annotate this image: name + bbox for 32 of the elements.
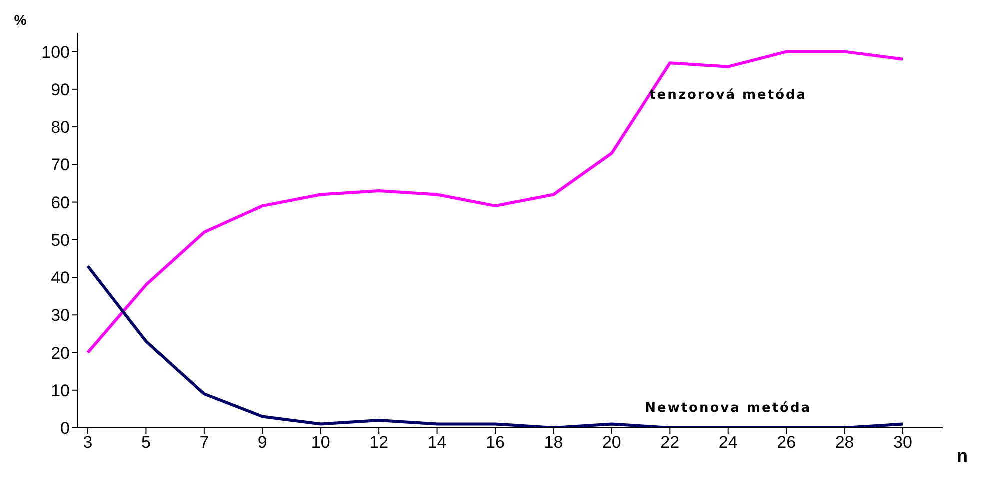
x-tick-label: 7 [200, 433, 210, 452]
y-tick-label: 70 [51, 156, 70, 175]
x-tick-label: 24 [718, 433, 738, 452]
y-tick-label: 60 [51, 193, 70, 212]
x-tick-label: 12 [370, 433, 389, 452]
series-label: tenzorová metóda [650, 88, 808, 103]
x-tick-label: 28 [835, 433, 854, 452]
x-tick-label: 10 [311, 433, 330, 452]
line-series [86, 50, 904, 354]
series-label: Newtonova metóda [645, 401, 812, 416]
x-tick-label: 9 [258, 433, 268, 452]
x-tick-label: 22 [660, 433, 680, 452]
line-series [86, 264, 904, 428]
x-tick-label: 30 [894, 433, 912, 452]
y-tick-label: 40 [51, 268, 70, 288]
x-tick-label: 3 [83, 433, 93, 452]
x-tick-label: 20 [602, 433, 622, 452]
x-axis-title: n [957, 446, 968, 466]
y-tick-label: 10 [51, 381, 70, 400]
y-tick-label: 0 [60, 419, 70, 438]
y-tick-label: 50 [51, 230, 70, 250]
x-tick-label: 26 [777, 433, 796, 452]
y-tick-label: 100 [42, 42, 70, 62]
y-tick-label: 30 [51, 306, 70, 326]
y-tick-label: 90 [51, 80, 70, 100]
x-tick-label: 18 [544, 433, 564, 452]
x-tick-label: 16 [486, 433, 505, 452]
x-tick-label: 5 [141, 433, 151, 452]
y-axis-title: % [14, 12, 28, 28]
y-tick-label: 20 [51, 344, 70, 363]
y-tick-label: 80 [51, 118, 70, 138]
x-tick-label: 14 [428, 433, 447, 452]
